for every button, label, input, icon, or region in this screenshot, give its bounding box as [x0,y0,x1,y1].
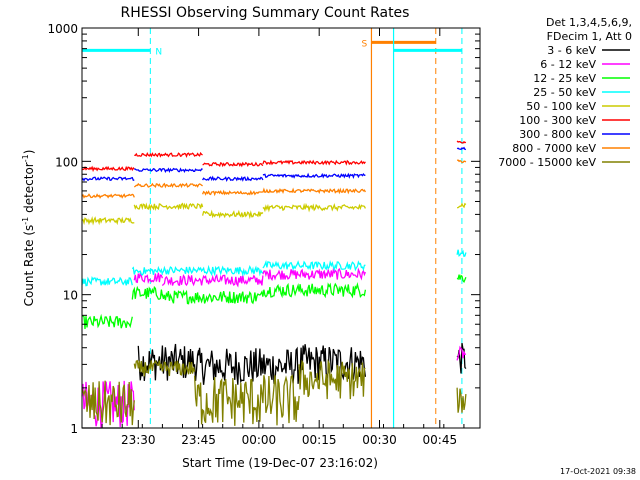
legend-label: 100 - 300 keV [519,114,596,127]
legend-header-2: FDecim 1, Att 0 [547,30,632,43]
y-axis-label-exp2: -1 [21,154,30,162]
x-tick-label: 00:15 [302,433,337,447]
series-line [81,267,467,429]
series-line [81,274,467,329]
legend-label: 50 - 100 keV [526,100,596,113]
series-line [81,202,467,226]
x-axis-label: Start Time (19-Dec-07 23:16:02) [182,456,378,470]
series-line [81,358,467,426]
x-tick-label: 00:45 [423,433,458,447]
x-tick-label: 23:45 [181,433,216,447]
x-axis: 23:30 23:45 00:00 00:15 00:30 00:45 [81,28,465,447]
y-tick-label: 100 [55,155,78,169]
marker-label: N [155,47,162,57]
x-tick-label: 23:30 [121,433,156,447]
legend-label: 7000 - 15000 keV [498,156,596,169]
chart-title: RHESSI Observing Summary Count Rates [121,5,410,21]
y-tick-label: 1000 [47,22,78,36]
y-tick-label: 10 [63,289,78,303]
series-line [81,146,467,182]
plot-marks: NS [81,28,467,429]
legend-label: 6 - 12 keV [540,58,596,71]
y-axis: 1 10 100 1000 [47,22,480,436]
y-axis-label-exp1: -1 [21,217,30,225]
legend: Det 1,3,4,5,6,9, FDecim 1, Att 0 3 - 6 k… [498,16,632,169]
y-axis-label: Count Rate (s-1 detector-1) [21,150,36,307]
legend-label: 3 - 6 keV [547,44,596,57]
footer-date: 17-Oct-2021 09:38 [560,467,636,476]
series-line [81,159,467,199]
plot-frame [81,27,481,429]
series-line [81,249,467,287]
x-tick-label: 00:30 [362,433,397,447]
marker-label: S [361,39,367,49]
series-line [81,140,467,173]
legend-label: 25 - 50 keV [533,86,596,99]
legend-header-1: Det 1,3,4,5,6,9, [546,16,632,29]
y-axis-label-prefix: Count Rate (s [22,225,36,307]
y-tick-label: 1 [70,422,78,436]
legend-label: 300 - 800 keV [519,128,596,141]
legend-label: 800 - 7000 keV [512,142,596,155]
y-axis-label-mid: detector [22,162,36,217]
x-tick-label: 00:00 [242,433,277,447]
y-axis-label-suffix: ) [22,150,36,155]
legend-label: 12 - 25 keV [533,72,596,85]
